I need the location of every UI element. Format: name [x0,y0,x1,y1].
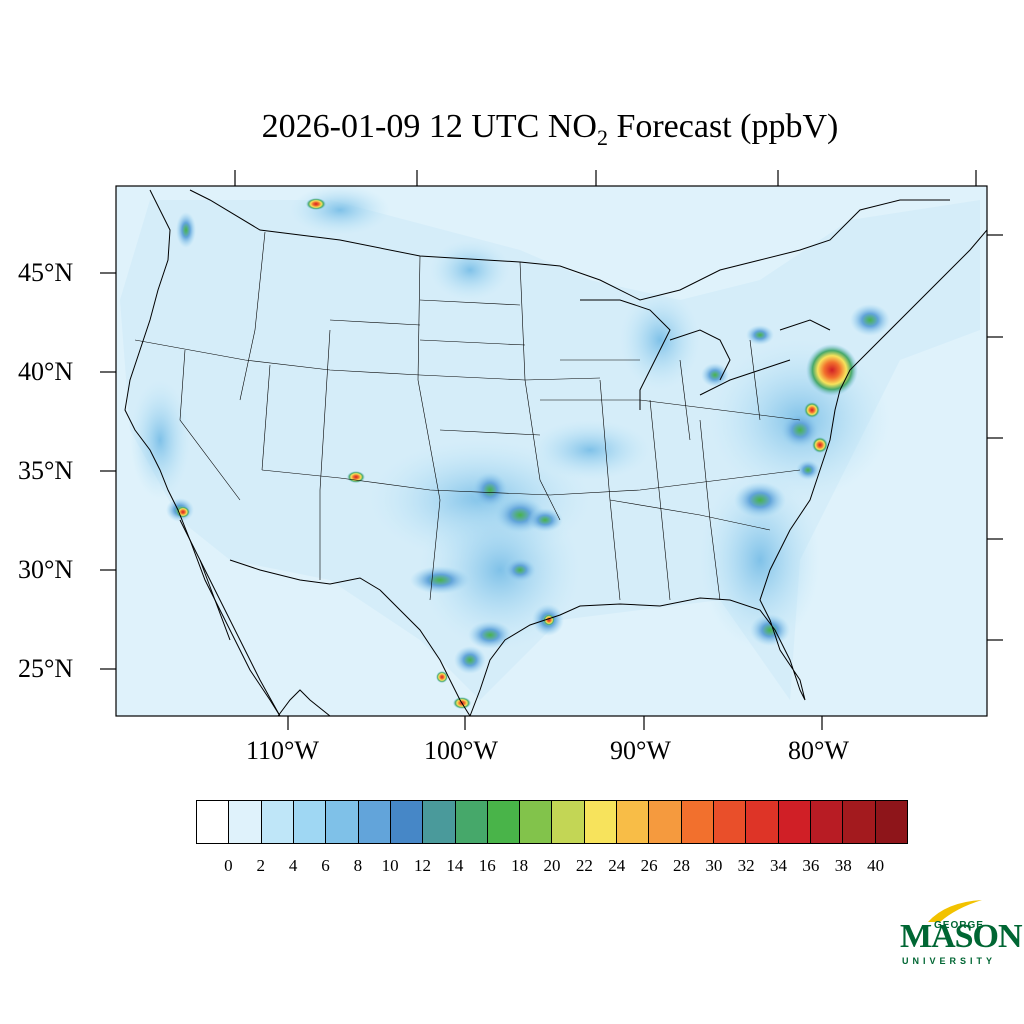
colorbar-swatch [617,801,650,843]
logo-george: GEORGE [934,920,984,931]
colorbar-tick-label: 14 [446,856,464,875]
lon-label-90: 90°W [610,736,671,765]
colorbar-swatch [810,801,844,843]
concentration-field [120,186,980,709]
colorbar-tick-label: 38 [834,856,852,875]
colorbar-swatch [552,801,585,843]
lon-label-110: 110°W [246,736,319,765]
colorbar-tick-label: 30 [705,856,723,875]
colorbar-swatch [390,801,424,843]
colorbar-labels: 0 2 4 6 8 10 12 14 16 18 20 22 24 26 28 30 32 34 36 38 40 [196,856,908,880]
colorbar-swatch [423,801,456,843]
colorbar-swatch [358,801,391,843]
lat-label-30: 30°N [18,555,74,584]
lat-label-25: 25°N [18,654,74,683]
colorbar-tick-label: 32 [737,856,755,875]
top-ticks [234,170,977,186]
gmu-logo: GEORGE MASON UNIVERSITY [896,898,1023,970]
logo-swoosh-icon [928,900,982,922]
left-ticks [100,272,116,670]
colorbar-tick-label: 18 [511,856,529,875]
chart-title: 2026-01-09 12 UTC NO2 Forecast (ppbV) [261,108,839,150]
colorbar-swatch [197,801,230,843]
logo-university: UNIVERSITY [902,956,997,966]
colorbar-tick-label: 36 [802,856,820,875]
lat-label-40: 40°N [18,357,74,386]
colorbar-swatch [293,801,327,843]
colorbar-tick-label: 4 [288,856,298,875]
colorbar-tick-label: 2 [256,856,265,875]
colorbar-tick-label: 16 [478,856,496,875]
colorbar-swatch [261,801,294,843]
logo-mason: MASON [900,918,1023,955]
right-ticks [987,234,1003,641]
colorbar [196,800,908,844]
colorbar-swatch [455,801,488,843]
colorbar-swatch [714,801,747,843]
colorbar-tick-label: 20 [543,856,561,875]
colorbar-tick-label: 24 [608,856,626,875]
colorbar-tick-label: 28 [672,856,690,875]
lat-label-35: 35°N [18,456,74,485]
state-borders [134,231,801,601]
colorbar-swatch [229,801,262,843]
colorbar-swatch [843,801,876,843]
lon-label-100: 100°W [424,736,498,765]
colorbar-tick-label: 0 [224,856,233,875]
coastlines [124,189,987,716]
colorbar-swatch [875,801,907,843]
colorbar-tick-label: 10 [381,856,399,875]
colorbar-tick-label: 12 [414,856,432,875]
lon-label-80: 80°W [788,736,849,765]
colorbar-swatch [778,801,811,843]
colorbar-tick-label: 8 [353,856,363,875]
colorbar-swatch [649,801,682,843]
colorbar-swatch [746,801,779,843]
colorbar-swatch [520,801,553,843]
colorbar-tick-label: 22 [575,856,593,875]
colorbar-tick-label: 6 [321,856,330,875]
lat-label-45: 45°N [18,258,74,287]
colorbar-swatch [487,801,521,843]
colorbar-tick-label: 34 [770,856,788,875]
colorbar-tick-label: 40 [867,856,885,875]
bottom-ticks [287,716,823,730]
colorbar-swatch [681,801,714,843]
colorbar-tick-label: 26 [640,856,658,875]
map-frame [115,185,988,717]
colorbar-swatch [326,801,359,843]
colorbar-swatch [584,801,618,843]
